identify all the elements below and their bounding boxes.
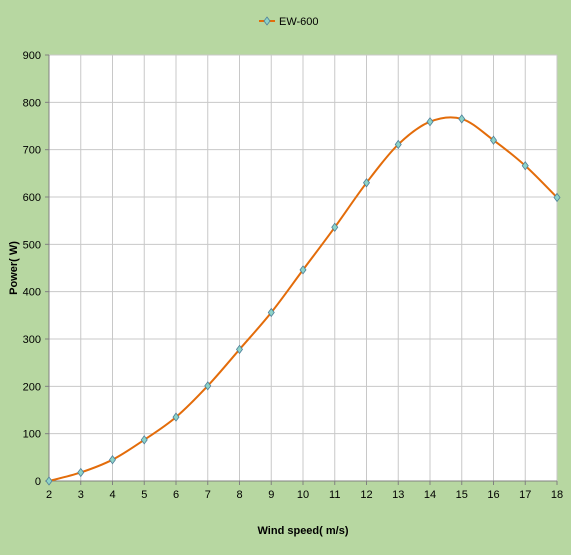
x-tick-label: 7 — [205, 489, 211, 501]
x-tick-label: 8 — [236, 489, 242, 501]
data-point-marker — [458, 114, 466, 124]
legend-marker-swatch — [263, 16, 271, 26]
x-tick-label: 15 — [456, 489, 468, 501]
data-point-marker — [299, 265, 307, 275]
x-tick-label: 5 — [141, 489, 147, 501]
x-axis-title: Wind speed( m/s) — [258, 525, 349, 537]
x-tick-label: 2 — [46, 489, 52, 501]
y-tick-label: 0 — [35, 476, 41, 488]
x-tick-label: 4 — [109, 489, 115, 501]
y-tick-label: 400 — [23, 287, 41, 299]
series-layer — [45, 114, 561, 486]
y-axis-title: Power( W) — [8, 241, 20, 295]
data-point-marker — [553, 192, 561, 203]
x-tick-label: 13 — [392, 489, 404, 501]
x-tick-label: 12 — [360, 489, 372, 501]
axes — [45, 54, 558, 485]
x-tick-label: 14 — [424, 489, 436, 501]
x-tick-label: 10 — [297, 489, 309, 501]
y-tick-label: 600 — [23, 192, 41, 204]
data-point-marker — [140, 435, 148, 445]
x-tick-label: 17 — [519, 489, 531, 501]
legend: EW-600 — [259, 16, 319, 28]
y-tick-label: 200 — [23, 381, 41, 393]
x-tick-label: 18 — [551, 489, 563, 501]
y-tick-label: 500 — [23, 239, 41, 251]
data-point-marker — [204, 381, 212, 391]
data-point-marker — [77, 467, 85, 478]
data-point-marker — [45, 476, 53, 486]
data-point-marker — [172, 412, 180, 422]
data-point-marker — [490, 135, 497, 145]
data-point-marker — [426, 117, 434, 127]
data-point-marker — [267, 307, 275, 318]
y-tick-label: 800 — [23, 97, 41, 109]
y-tick-label: 900 — [23, 50, 41, 62]
legend-label: EW-600 — [279, 16, 319, 28]
x-tick-label: 3 — [78, 489, 84, 501]
data-point-marker — [236, 344, 243, 355]
data-point-marker — [521, 161, 529, 171]
data-point-marker — [394, 139, 402, 150]
gridlines — [48, 54, 558, 482]
tick-labels: 2 3 4 5 6 7 8 9 10 11 12 13 14 15 16 17 18 0 100 200 300 400 5… — [23, 50, 563, 501]
x-tick-label: 11 — [329, 489, 340, 501]
y-tick-label: 300 — [23, 334, 41, 346]
x-tick-label: 16 — [487, 489, 499, 501]
data-point-marker — [363, 178, 370, 188]
y-tick-label: 100 — [23, 429, 41, 441]
data-point-marker — [331, 222, 339, 232]
data-point-marker — [109, 455, 116, 465]
y-tick-label: 700 — [23, 145, 41, 157]
x-tick-label: 9 — [268, 489, 274, 501]
x-tick-label: 6 — [173, 489, 179, 501]
